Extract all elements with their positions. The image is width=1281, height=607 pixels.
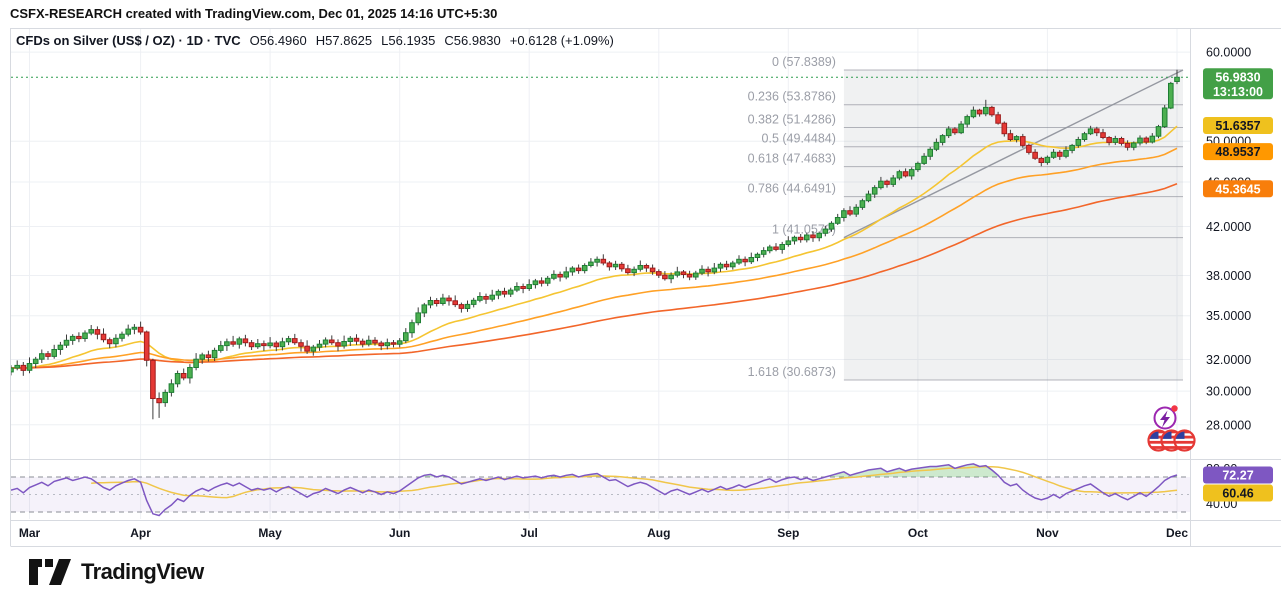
- y-axis-label: 38.0000: [1206, 269, 1251, 283]
- month-label: Jul: [521, 526, 538, 540]
- ema-line-50: [11, 147, 1178, 369]
- ohlc-high: H57.8625: [315, 33, 373, 48]
- rsi-pane: [11, 463, 1190, 517]
- symbol-info-row: CFDs on Silver (US$ / OZ) · 1D · TVC O56…: [16, 33, 614, 48]
- price-scale[interactable]: 60.000050.000046.000042.000038.000035.00…: [1206, 46, 1251, 511]
- month-label: Nov: [1036, 526, 1059, 540]
- fib-level-label: 0.236 (53.8786): [748, 90, 836, 104]
- y-axis-label: 30.0000: [1206, 385, 1251, 399]
- price-chart[interactable]: 0 (57.8389) 0.236 (53.8786) 0.382 (51.4286…: [0, 0, 1281, 556]
- tradingview-logo-mark: [29, 559, 71, 585]
- last-price-badge: 56.9830: [1215, 70, 1260, 84]
- month-label: Jun: [389, 526, 410, 540]
- month-label: Mar: [19, 526, 41, 540]
- month-label: May: [258, 526, 282, 540]
- rsi-line: [11, 463, 1178, 517]
- rsi-value-badge: 72.27: [1222, 469, 1253, 483]
- ohlc-change: +0.6128 (+1.09%): [509, 33, 614, 48]
- chart-event-icons[interactable]: [1147, 405, 1196, 452]
- month-label: Dec: [1166, 526, 1188, 540]
- rsi-value-badge: 60.46: [1222, 487, 1253, 501]
- fib-level-label: 0.382 (51.4286): [748, 113, 836, 127]
- month-label: Aug: [647, 526, 670, 540]
- fib-trend-line: [843, 69, 1184, 239]
- y-axis-label: 32.0000: [1206, 353, 1251, 367]
- ohlc-open: O56.4960: [249, 33, 307, 48]
- fib-level-label: 1.618 (30.6873): [748, 365, 836, 379]
- grid-lines: [11, 29, 1190, 519]
- time-scale[interactable]: Mar Apr May Jun Jul Aug Sep Oct Nov Dec: [19, 526, 1189, 540]
- pane-frame: [10, 28, 1281, 547]
- indicator-value-badge: 48.9537: [1215, 145, 1260, 159]
- symbol-title[interactable]: CFDs on Silver (US$ / OZ) · 1D · TVC: [16, 33, 241, 48]
- rsi-ma-line: [91, 465, 1178, 499]
- fib-level-label: 0.618 (47.4683): [748, 152, 836, 166]
- y-axis-label: 60.0000: [1206, 46, 1251, 60]
- ema-line-100: [11, 182, 1178, 369]
- notification-dot: [1171, 405, 1178, 412]
- flag-icon: [1174, 430, 1195, 451]
- fib-level-label: 0.786 (44.6491): [748, 182, 836, 196]
- tradingview-wordmark: TradingView: [81, 559, 204, 584]
- y-axis-label: 28.0000: [1206, 418, 1251, 432]
- countdown-timer: 13:13:00: [1213, 85, 1263, 99]
- attribution-text: CSFX-RESEARCH created with TradingView.c…: [10, 6, 498, 21]
- month-label: Sep: [777, 526, 799, 540]
- fib-level-label: 0.5 (49.4484): [762, 132, 836, 146]
- month-label: Apr: [130, 526, 151, 540]
- fib-retracement[interactable]: 0 (57.8389) 0.236 (53.8786) 0.382 (51.4286…: [748, 55, 1184, 381]
- fib-level-label: 0 (57.8389): [772, 55, 836, 69]
- candlestick-series: [11, 69, 1180, 420]
- month-label: Oct: [908, 526, 928, 540]
- tradingview-logo[interactable]: TradingView: [28, 558, 204, 586]
- moving-averages: [11, 125, 1178, 369]
- ohlc-low: L56.1935: [381, 33, 436, 48]
- y-axis-label: 35.0000: [1206, 309, 1251, 323]
- indicator-value-badge: 45.3645: [1215, 182, 1260, 196]
- ohlc-close: C56.9830: [444, 33, 501, 48]
- indicator-value-badge: 51.6357: [1215, 119, 1260, 133]
- y-axis-label: 42.0000: [1206, 220, 1251, 234]
